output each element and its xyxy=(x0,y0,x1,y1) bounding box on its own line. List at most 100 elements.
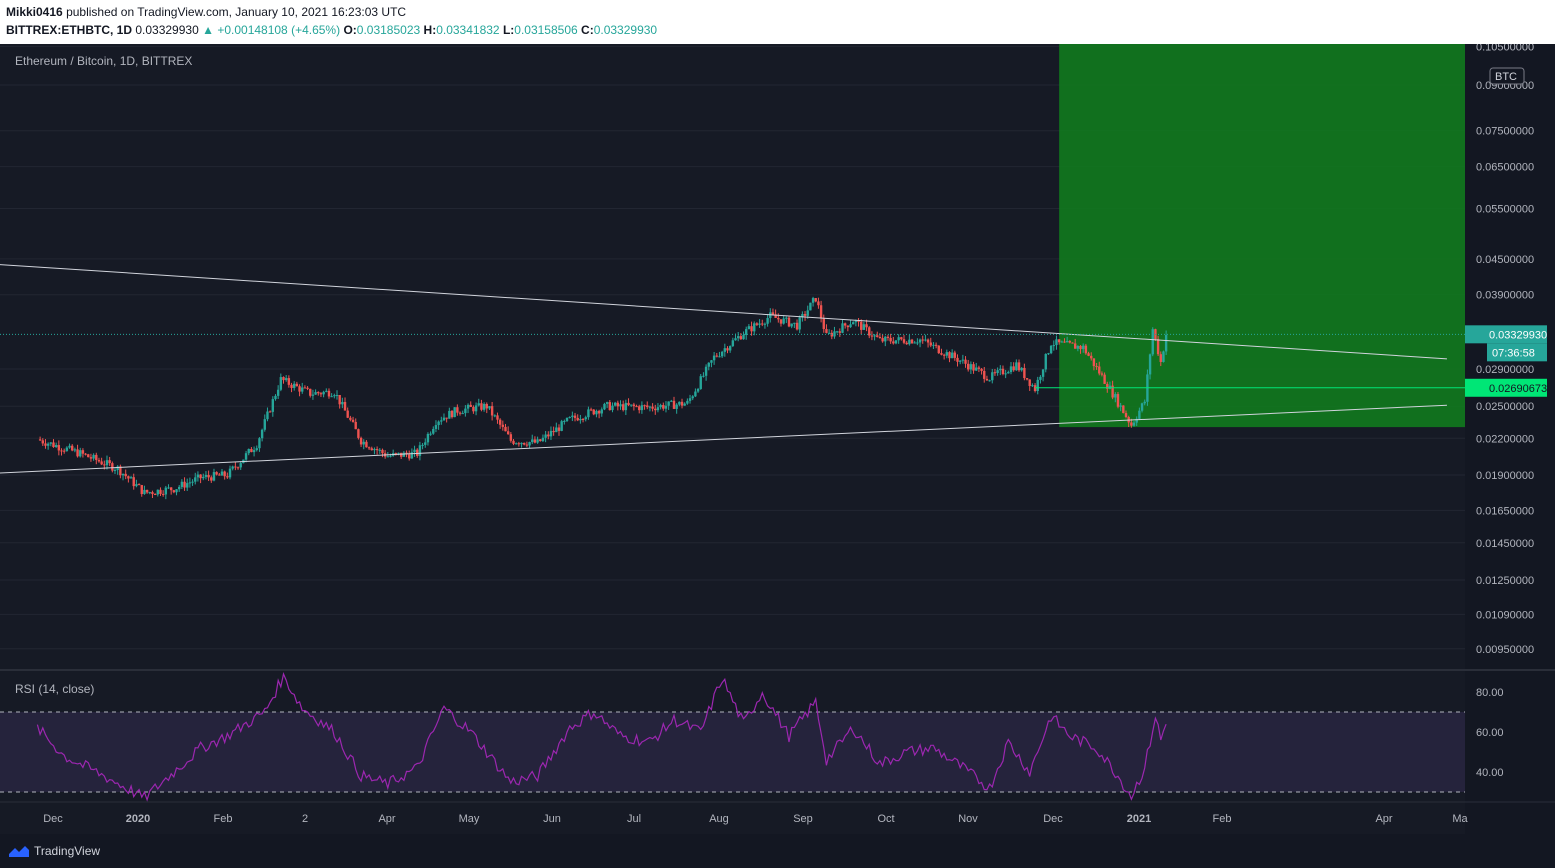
candle-body[interactable] xyxy=(747,326,751,330)
candle-body[interactable] xyxy=(410,452,414,459)
candle-body[interactable] xyxy=(568,416,571,418)
candle-body[interactable] xyxy=(132,477,135,487)
candle-body[interactable] xyxy=(490,406,494,416)
candle-body[interactable] xyxy=(1098,366,1101,374)
candle-body[interactable] xyxy=(600,409,603,414)
candle-body[interactable] xyxy=(274,395,277,400)
candle-body[interactable] xyxy=(1114,394,1117,398)
candle-body[interactable] xyxy=(346,410,349,418)
candle-body[interactable] xyxy=(119,466,122,476)
candle-body[interactable] xyxy=(801,314,804,318)
candle-body[interactable] xyxy=(1025,378,1029,380)
candle-body[interactable] xyxy=(1164,335,1168,352)
candle-body[interactable] xyxy=(65,447,69,451)
candle-body[interactable] xyxy=(303,387,307,389)
author-name[interactable]: Mikki0416 xyxy=(6,5,63,19)
candle-body[interactable] xyxy=(271,399,275,412)
candle-body[interactable] xyxy=(458,412,462,414)
candle-body[interactable] xyxy=(632,404,636,407)
candle-body[interactable] xyxy=(167,487,170,489)
candle-body[interactable] xyxy=(426,433,430,443)
candle-body[interactable] xyxy=(49,442,53,444)
candle-body[interactable] xyxy=(196,474,200,478)
candle-body[interactable] xyxy=(175,489,178,493)
candle-body[interactable] xyxy=(849,324,852,328)
candle-body[interactable] xyxy=(477,403,480,406)
candle-body[interactable] xyxy=(461,413,464,415)
candle-body[interactable] xyxy=(1108,385,1112,389)
candle-body[interactable] xyxy=(771,312,775,315)
candle-body[interactable] xyxy=(129,477,133,479)
candle-body[interactable] xyxy=(520,442,523,445)
candle-body[interactable] xyxy=(774,314,777,318)
candle-body[interactable] xyxy=(563,420,566,422)
candle-body[interactable] xyxy=(969,364,973,370)
candle-body[interactable] xyxy=(81,450,85,454)
candle-body[interactable] xyxy=(375,449,379,451)
candle-body[interactable] xyxy=(651,406,654,409)
currency-badge[interactable] xyxy=(1489,67,1525,85)
candle-body[interactable] xyxy=(57,445,61,451)
candle-body[interactable] xyxy=(325,390,328,392)
candle-body[interactable] xyxy=(975,367,978,371)
candle-body[interactable] xyxy=(868,327,871,336)
candle-body[interactable] xyxy=(627,402,630,406)
candle-body[interactable] xyxy=(143,489,146,495)
candle-body[interactable] xyxy=(244,453,248,460)
candle-body[interactable] xyxy=(630,404,633,406)
candle-body[interactable] xyxy=(116,466,119,470)
candle-body[interactable] xyxy=(988,380,991,382)
candle-body[interactable] xyxy=(1009,366,1013,373)
candle-body[interactable] xyxy=(207,474,210,478)
candle-body[interactable] xyxy=(1082,345,1085,350)
candle-body[interactable] xyxy=(646,405,649,408)
candle-body[interactable] xyxy=(876,335,879,338)
candle-body[interactable] xyxy=(1063,341,1066,343)
candle-body[interactable] xyxy=(1007,372,1010,374)
candle-body[interactable] xyxy=(399,452,403,457)
candle-body[interactable] xyxy=(763,323,767,325)
candle-body[interactable] xyxy=(654,408,657,411)
candle-body[interactable] xyxy=(913,342,916,344)
candle-body[interactable] xyxy=(276,389,280,396)
candle-body[interactable] xyxy=(469,404,472,407)
candle-body[interactable] xyxy=(183,481,186,488)
candle-body[interactable] xyxy=(514,443,518,445)
candle-body[interactable] xyxy=(421,444,424,446)
candle-body[interactable] xyxy=(220,471,224,476)
candle-body[interactable] xyxy=(1132,422,1136,426)
candle-body[interactable] xyxy=(555,427,558,433)
candle-body[interactable] xyxy=(873,335,876,337)
candle-body[interactable] xyxy=(92,454,95,459)
candle-body[interactable] xyxy=(186,483,189,488)
candle-body[interactable] xyxy=(819,305,823,319)
candle-body[interactable] xyxy=(418,445,422,456)
candle-body[interactable] xyxy=(121,473,125,476)
candle-body[interactable] xyxy=(496,415,499,420)
candle-body[interactable] xyxy=(472,406,475,412)
candle-body[interactable] xyxy=(560,421,563,431)
candle-body[interactable] xyxy=(862,324,866,330)
candle-body[interactable] xyxy=(1095,366,1098,368)
candle-body[interactable] xyxy=(1057,339,1061,343)
candle-body[interactable] xyxy=(1055,339,1058,346)
candle-body[interactable] xyxy=(881,338,884,342)
candle-body[interactable] xyxy=(688,398,692,401)
candle-body[interactable] xyxy=(750,326,753,332)
candle-body[interactable] xyxy=(811,298,815,303)
candle-body[interactable] xyxy=(87,454,90,458)
candle-body[interactable] xyxy=(884,336,887,342)
candle-body[interactable] xyxy=(1138,410,1141,419)
candle-body[interactable] xyxy=(424,442,427,445)
candle-body[interactable] xyxy=(942,354,946,356)
candle-body[interactable] xyxy=(1135,418,1138,423)
candle-body[interactable] xyxy=(525,444,529,446)
candle-body[interactable] xyxy=(223,471,226,477)
candle-body[interactable] xyxy=(787,317,791,327)
candle-body[interactable] xyxy=(309,388,312,396)
candle-body[interactable] xyxy=(161,493,165,495)
candle-body[interactable] xyxy=(52,442,55,448)
candle-body[interactable] xyxy=(1076,345,1080,349)
target-zone[interactable] xyxy=(1059,44,1465,428)
candle-body[interactable] xyxy=(509,434,513,441)
